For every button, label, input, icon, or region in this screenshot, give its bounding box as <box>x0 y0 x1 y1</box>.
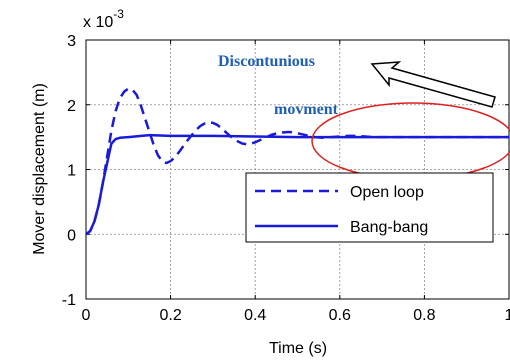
x-tick-label: 0.8 <box>413 307 435 324</box>
y-tick-label: 3 <box>67 33 76 50</box>
x-tick-label: 0.4 <box>244 307 266 324</box>
legend: Open loop Bang-bang <box>245 172 494 243</box>
annotation-arrow <box>370 61 496 108</box>
x-tick-label: 1 <box>505 307 510 324</box>
plot-frame <box>85 39 510 300</box>
y-scale-label: x 10-3 <box>83 7 124 31</box>
y-scale-exponent: -3 <box>113 7 124 21</box>
annotation-movment: movment <box>274 101 339 118</box>
series-line-bang-bang <box>85 133 509 236</box>
legend-label-open-loop: Open loop <box>350 184 424 201</box>
x-ticks: 0 0.2 0.4 0.6 0.8 1 <box>82 40 510 324</box>
y-tick-label: 0 <box>67 227 76 244</box>
legend-label-bang-bang: Bang-bang <box>350 219 428 236</box>
highlight-ellipse <box>311 102 510 180</box>
grid <box>86 40 509 299</box>
series-line-open-loop <box>85 87 509 236</box>
y-scale-base: x 10 <box>83 14 113 31</box>
y-tick-label: 1 <box>67 163 76 180</box>
y-axis-label: Mover displacement (m) <box>31 83 48 255</box>
series-group <box>85 87 509 236</box>
legend-box <box>245 172 494 243</box>
y-tick-label: 2 <box>67 98 76 115</box>
x-axis-label: Time (s) <box>269 340 327 357</box>
y-ticks: -1 0 1 2 3 <box>62 33 509 309</box>
x-tick-label: 0.6 <box>329 307 351 324</box>
y-tick-label: -1 <box>62 292 76 309</box>
annotation-discontunious: Discontunious <box>218 53 315 70</box>
x-tick-label: 0.2 <box>159 307 181 324</box>
x-tick-label: 0 <box>82 307 91 324</box>
